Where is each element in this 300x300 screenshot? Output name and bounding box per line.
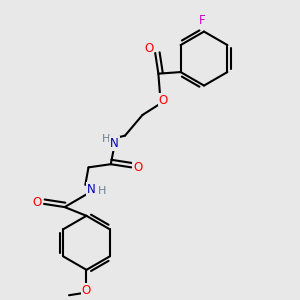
Text: N: N [87,183,96,196]
Text: O: O [32,196,42,209]
Text: O: O [82,284,91,297]
Text: O: O [133,161,142,174]
Text: N: N [110,137,118,150]
Text: H: H [102,134,110,144]
Text: F: F [199,14,206,27]
Text: O: O [144,42,154,55]
Text: O: O [158,94,168,107]
Text: H: H [98,186,106,196]
